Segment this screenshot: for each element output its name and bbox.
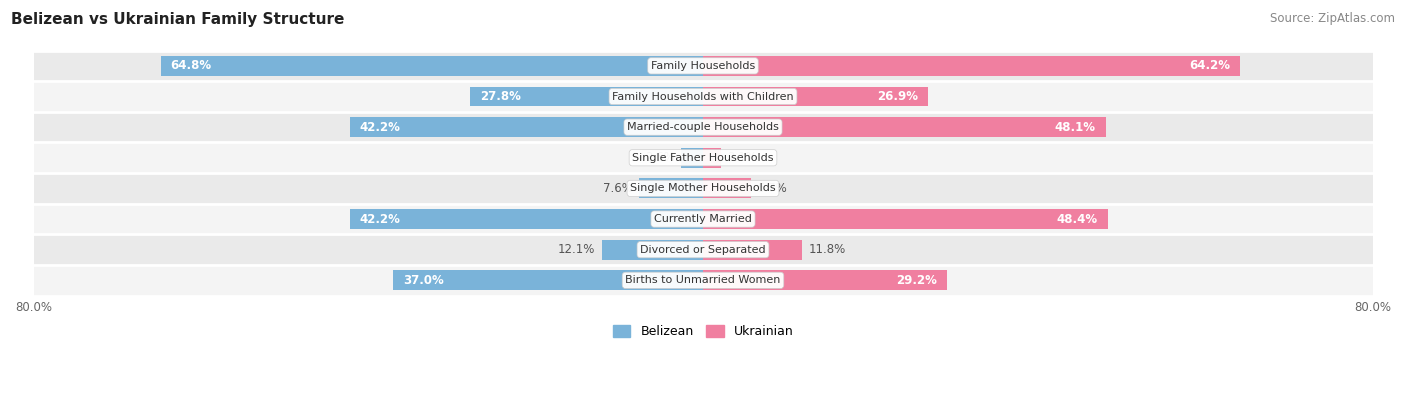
Bar	[703, 87, 928, 107]
Bar	[34, 112, 1372, 143]
Bar	[703, 56, 1240, 76]
Text: Married-couple Households: Married-couple Households	[627, 122, 779, 132]
Text: 42.2%: 42.2%	[360, 213, 401, 226]
Text: Divorced or Separated: Divorced or Separated	[640, 245, 766, 255]
Text: Single Father Households: Single Father Households	[633, 153, 773, 163]
Text: 7.6%: 7.6%	[603, 182, 633, 195]
Text: 29.2%: 29.2%	[897, 274, 938, 287]
Text: 37.0%: 37.0%	[404, 274, 444, 287]
Text: 5.7%: 5.7%	[758, 182, 787, 195]
Bar	[350, 209, 703, 229]
Text: Belizean vs Ukrainian Family Structure: Belizean vs Ukrainian Family Structure	[11, 12, 344, 27]
Bar	[34, 81, 1372, 112]
Text: 26.9%: 26.9%	[877, 90, 918, 103]
Legend: Belizean, Ukrainian: Belizean, Ukrainian	[607, 320, 799, 343]
Text: Source: ZipAtlas.com: Source: ZipAtlas.com	[1270, 12, 1395, 25]
Bar	[703, 270, 948, 290]
Text: Births to Unmarried Women: Births to Unmarried Women	[626, 275, 780, 285]
Bar	[703, 117, 1105, 137]
Text: 2.6%: 2.6%	[645, 151, 675, 164]
Text: 48.4%: 48.4%	[1057, 213, 1098, 226]
Text: 64.8%: 64.8%	[170, 59, 212, 72]
Text: 64.2%: 64.2%	[1189, 59, 1230, 72]
Text: Single Mother Households: Single Mother Households	[630, 183, 776, 194]
Text: 11.8%: 11.8%	[808, 243, 845, 256]
Bar	[34, 51, 1372, 81]
Bar	[703, 179, 751, 198]
Text: Family Households: Family Households	[651, 61, 755, 71]
Bar	[640, 179, 703, 198]
Bar	[682, 148, 703, 168]
Bar	[703, 209, 1108, 229]
Bar	[394, 270, 703, 290]
Bar	[602, 240, 703, 260]
Text: 27.8%: 27.8%	[481, 90, 522, 103]
Bar	[350, 117, 703, 137]
Bar	[703, 148, 720, 168]
Bar	[34, 204, 1372, 234]
Bar	[703, 240, 801, 260]
Text: 2.1%: 2.1%	[727, 151, 758, 164]
Text: 12.1%: 12.1%	[558, 243, 595, 256]
Text: Currently Married: Currently Married	[654, 214, 752, 224]
Text: Family Households with Children: Family Households with Children	[612, 92, 794, 102]
Text: 42.2%: 42.2%	[360, 120, 401, 134]
Bar	[471, 87, 703, 107]
Bar	[34, 234, 1372, 265]
Text: 48.1%: 48.1%	[1054, 120, 1095, 134]
Bar	[34, 265, 1372, 295]
Bar	[34, 173, 1372, 204]
Bar	[34, 143, 1372, 173]
Bar	[160, 56, 703, 76]
